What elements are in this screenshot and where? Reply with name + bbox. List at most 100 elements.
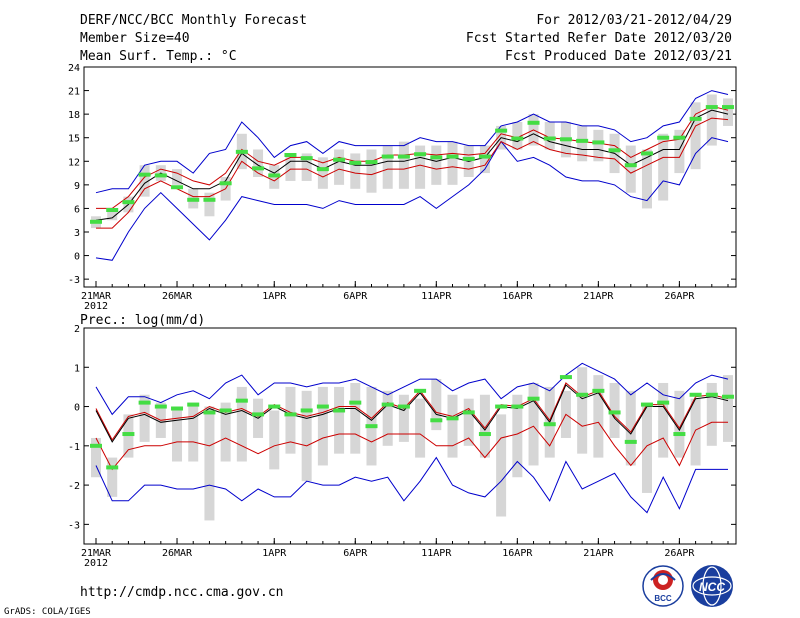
precip-ytick-label: 0 xyxy=(74,403,80,414)
temp-median-marker xyxy=(219,181,232,186)
bcc-logo-text: BCC xyxy=(654,594,672,603)
precip-median-marker xyxy=(559,375,572,380)
temp-median-marker xyxy=(381,154,394,159)
precip-median-marker xyxy=(300,408,313,413)
precip-xtick-label: 26MAR xyxy=(162,548,193,559)
precip-median-marker xyxy=(138,400,151,405)
temp-ytick-label: 24 xyxy=(68,63,80,74)
precip-ytick-label: 1 xyxy=(74,363,80,374)
precip-median-marker xyxy=(316,404,329,409)
precip-spread-box xyxy=(415,398,426,458)
temp-spread-box xyxy=(658,133,669,201)
precip-median-marker xyxy=(543,422,556,427)
temp-median-marker xyxy=(705,105,718,110)
temp-spread-box xyxy=(593,129,604,162)
temp-spread-box xyxy=(625,145,636,193)
precip-outer-lower-line xyxy=(95,456,728,514)
temp-median-marker xyxy=(511,136,524,141)
precip-median-marker xyxy=(122,432,135,437)
temp-spread-box xyxy=(334,149,345,185)
precip-median-marker xyxy=(608,410,621,415)
header-member-size: Member Size=40 xyxy=(80,31,190,46)
temp-median-marker xyxy=(624,163,637,168)
temp-frame xyxy=(83,66,737,288)
temp-median-marker xyxy=(657,135,670,140)
precip-median-marker xyxy=(349,400,362,405)
temp-ytick-label: 3 xyxy=(74,228,80,239)
temp-spread-box xyxy=(285,153,296,181)
precip-spread-box xyxy=(269,410,280,470)
temp-spread-box xyxy=(139,165,150,197)
temp-median-marker xyxy=(527,120,540,125)
temp-median-marker xyxy=(203,197,216,202)
temp-median-marker xyxy=(478,154,491,159)
temp-spread-box xyxy=(690,102,701,170)
header-period: For 2012/03/21-2012/04/29 xyxy=(536,13,732,28)
temp-median-marker xyxy=(284,153,297,157)
temp-median-marker xyxy=(722,105,734,110)
precip-median-marker xyxy=(527,396,540,401)
precip-spread-box xyxy=(479,394,490,458)
precip-median-marker xyxy=(673,432,686,437)
temp-median-marker xyxy=(608,148,621,153)
temp-median-marker xyxy=(673,135,686,140)
precip-outer-upper-line xyxy=(95,362,729,416)
precip-median-marker xyxy=(624,439,637,444)
precip-xtick-label: 6APR xyxy=(343,548,368,559)
precip-median-marker xyxy=(430,418,443,423)
temp-spread-box xyxy=(447,141,458,185)
temp-median-marker xyxy=(252,166,265,171)
footer-url[interactable]: http://cmdp.ncc.cma.gov.cn xyxy=(80,585,284,600)
temp-outer-lower-line xyxy=(95,137,729,261)
temp-spread-box xyxy=(641,149,652,209)
temp-spread-box xyxy=(107,208,118,221)
precip-spread-box xyxy=(463,398,474,446)
precip-ytick-label: 2 xyxy=(74,324,80,335)
temp-median-marker xyxy=(333,157,346,162)
precip-xtick-label: 21APR xyxy=(583,548,614,559)
precip-ensemble-mean-line xyxy=(95,384,729,443)
precip-spread-box xyxy=(674,390,685,458)
precip-spread-box xyxy=(431,379,442,431)
temp-spread-box xyxy=(723,98,733,126)
precip-spread-box xyxy=(706,382,717,446)
precip-spread-box xyxy=(139,394,150,442)
temp-median-marker xyxy=(689,116,702,121)
precip-median-marker xyxy=(446,416,459,421)
temp-spread-box xyxy=(172,169,183,185)
precip-ytick-label: -3 xyxy=(68,520,80,531)
temp-spread-box xyxy=(204,192,215,217)
precip-spread-box xyxy=(577,367,588,454)
precip-median-marker xyxy=(171,406,184,411)
precip-spread-box xyxy=(593,375,604,458)
precip-spread-box xyxy=(107,457,118,497)
precip-median-marker xyxy=(235,398,248,403)
temp-xtick-label: 11APR xyxy=(421,291,452,302)
precip-spread-box xyxy=(317,386,328,466)
precip-frame xyxy=(83,327,737,545)
precip-spread-box xyxy=(285,386,296,454)
precip-median-marker xyxy=(219,408,232,413)
precip-spread-box xyxy=(641,402,652,493)
precip-median-marker xyxy=(187,402,200,407)
precip-median-marker xyxy=(722,394,734,399)
precip-median-marker xyxy=(154,404,167,409)
header-title: DERF/NCC/BCC Monthly Forecast xyxy=(80,13,307,28)
precip-ytick-label: -1 xyxy=(68,442,80,453)
precip-median-marker xyxy=(495,404,508,409)
temp-ytick-label: 21 xyxy=(68,87,80,98)
precip-median-marker xyxy=(576,392,589,397)
ncc-logo: NCC xyxy=(691,565,733,607)
temp-spread-box xyxy=(431,145,442,185)
temp-xtick-label: 16APR xyxy=(502,291,533,302)
temperature-panel: -3 0 3 6 9 12 15 18 21 24 21MAR 26MAR 1APR 6APR 11APR 1… xyxy=(68,63,737,312)
precip-spread-box xyxy=(398,394,409,442)
temp-spread-box xyxy=(544,122,555,150)
temp-inner-lower-line xyxy=(96,117,729,229)
header-variable: Mean Surf. Temp.: °C xyxy=(80,49,237,64)
precip-median-marker xyxy=(381,402,394,407)
temp-spread-box xyxy=(415,145,426,189)
ncc-logo-text: NCC xyxy=(699,580,725,594)
temp-median-marker xyxy=(122,200,135,205)
